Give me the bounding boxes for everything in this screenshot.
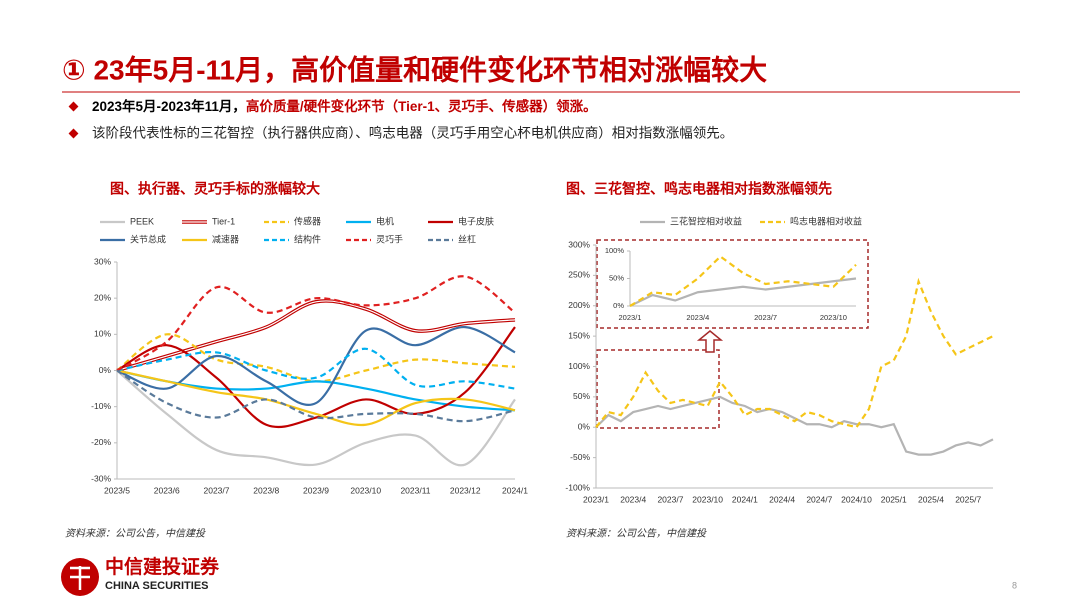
x-tick-label: 2023/9	[303, 485, 329, 495]
bullet-icon	[68, 128, 79, 139]
y-tick-label: 250%	[568, 270, 590, 280]
legend-label: 结构件	[294, 233, 321, 244]
x-tick-label: 2023/11	[400, 485, 430, 495]
series-line-inner	[116, 300, 516, 372]
x-tick-label: 2023/4	[686, 313, 709, 322]
x-tick-label: 2023/10	[692, 494, 723, 504]
x-tick-label: 2023/6	[154, 485, 180, 495]
series-line	[629, 277, 857, 307]
bullet: 2023年5月-2023年11月，高价质量/硬件变化环节（Tier-1、灵巧手、…	[92, 98, 597, 114]
x-tick-label: 2024/7	[806, 494, 832, 504]
y-tick-label: 0%	[578, 422, 591, 432]
legend-label: PEEK	[130, 216, 154, 226]
y-tick-label: -10%	[91, 401, 111, 411]
series-line	[116, 347, 516, 390]
y-tick-label: 0%	[99, 365, 112, 375]
legend-label: 丝杠	[458, 233, 476, 244]
y-tick-label: 300%	[568, 239, 590, 249]
x-tick-label: 2023/7	[754, 313, 777, 322]
series-line	[116, 326, 516, 429]
y-tick-label: -100%	[565, 482, 590, 492]
source-note: 资料来源：公司公告，中信建投	[566, 528, 707, 540]
x-tick-label: 2023/1	[619, 313, 642, 322]
legend-label: 灵巧手	[376, 233, 403, 244]
x-tick-label: 2023/10	[820, 313, 847, 322]
zoom-arrow	[696, 330, 724, 353]
x-tick-label: 2023/7	[657, 494, 683, 504]
series-line	[116, 369, 516, 427]
series-line	[595, 277, 994, 429]
y-tick-label: -50%	[570, 452, 590, 462]
legend-label: 电子皮肤	[458, 215, 494, 226]
series-line	[116, 369, 516, 423]
inset-frame	[596, 239, 869, 329]
x-tick-label: 2023/7	[204, 485, 230, 495]
y-tick-label: -30%	[91, 473, 111, 483]
page-number: 8	[1012, 580, 1017, 590]
bullet-lead: 2023年5月-2023年11月，	[92, 98, 246, 114]
y-tick-label: 10%	[94, 329, 111, 339]
x-tick-label: 2024/1	[502, 485, 528, 495]
x-tick-label: 2024/1	[732, 494, 758, 504]
y-tick-label: 50%	[609, 273, 624, 282]
logo-cn: 中信建投证券	[105, 555, 220, 578]
legend-label: 电机	[376, 215, 394, 226]
slide-title: ① 23年5月-11月，高价值量和硬件变化环节相对涨幅较大	[62, 53, 767, 85]
series-line	[116, 275, 516, 372]
logo: 中信建投证券 CHINA SECURITIES	[61, 555, 220, 596]
bullet-highlight: 高价质量/硬件变化环节（Tier-1、灵巧手、传感器）领涨。	[246, 98, 597, 114]
y-tick-label: 100%	[568, 361, 590, 371]
chart-title: 图、三花智控、鸣志电器相对指数涨幅领先	[566, 181, 832, 197]
logo-en: CHINA SECURITIES	[105, 580, 209, 592]
y-tick-label: 100%	[605, 246, 625, 255]
x-tick-label: 2024/4	[769, 494, 795, 504]
y-tick-label: 50%	[573, 391, 590, 401]
x-tick-label: 2023/8	[253, 485, 279, 495]
x-tick-label: 2025/1	[881, 494, 907, 504]
x-tick-label: 2023/12	[450, 485, 481, 495]
x-tick-label: 2023/10	[350, 485, 381, 495]
y-tick-label: -20%	[91, 437, 111, 447]
legend-label: 鸣志电器相对收益	[790, 215, 862, 226]
zoom-frame	[596, 349, 720, 429]
logo-glyph	[70, 566, 90, 590]
y-tick-label: 200%	[568, 300, 590, 310]
legend-label: 三花智控相对收益	[670, 215, 742, 226]
source-note: 资料来源：公司公告，中信建投	[65, 528, 206, 540]
legend-label: 传感器	[294, 215, 321, 226]
legend-label: 关节总成	[130, 233, 166, 244]
y-tick-label: 30%	[94, 256, 111, 266]
series-line	[116, 369, 516, 412]
x-tick-label: 2023/5	[104, 485, 130, 495]
x-tick-label: 2025/4	[918, 494, 944, 504]
x-tick-label: 2025/7	[955, 494, 981, 504]
series-line	[116, 369, 516, 467]
y-tick-label: 0%	[613, 301, 624, 310]
bullet-icon	[68, 101, 79, 112]
x-tick-label: 2023/1	[583, 494, 609, 504]
y-tick-label: 20%	[94, 292, 111, 302]
y-tick-label: 150%	[568, 330, 590, 340]
series-line	[629, 255, 857, 307]
legend-label: 减速器	[212, 233, 239, 244]
legend-label: Tier-1	[212, 216, 235, 226]
bullet-text: 该阶段代表性标的三花智控（执行器供应商）、鸣志电器（灵巧手用空心杯电机供应商）相…	[92, 125, 733, 141]
x-tick-label: 2024/10	[841, 494, 872, 504]
series-line	[116, 325, 516, 406]
chart-title: 图、执行器、灵巧手标的涨幅较大	[110, 181, 320, 197]
x-tick-label: 2023/4	[620, 494, 646, 504]
series-line	[595, 395, 994, 456]
